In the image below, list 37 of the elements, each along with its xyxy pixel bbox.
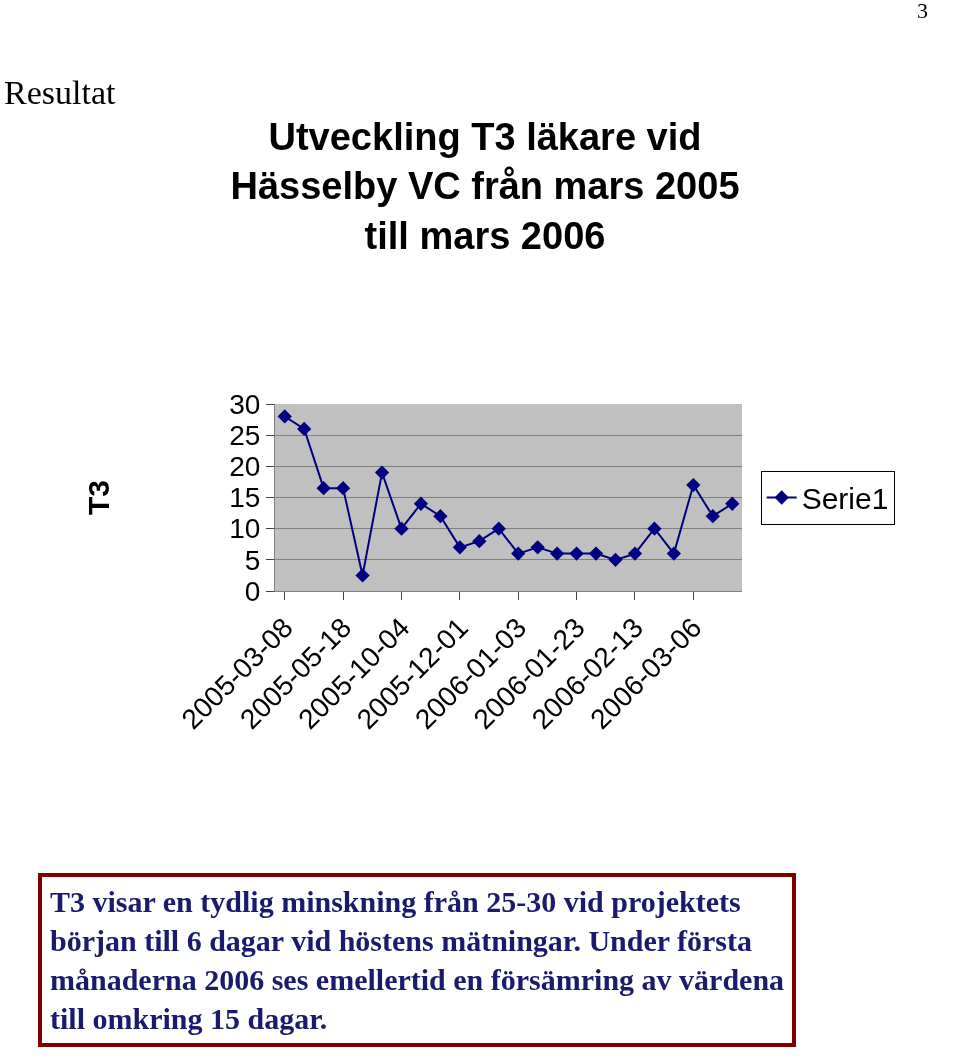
point — [472, 533, 487, 549]
legend-label: Serie1 — [801, 482, 889, 516]
y-tick-label: 20 — [229, 451, 261, 483]
y-tick-label: 15 — [229, 482, 261, 514]
point — [550, 546, 565, 561]
point — [413, 496, 429, 511]
point — [491, 521, 506, 536]
point — [627, 546, 643, 561]
y-tick-label: 30 — [229, 388, 261, 420]
y-tick-label: 25 — [229, 419, 261, 451]
text: 3 — [917, 0, 928, 23]
y-tick-label: 0 — [244, 575, 261, 607]
y-axis-title: T3 — [82, 479, 116, 516]
point — [374, 465, 390, 480]
point — [297, 421, 312, 437]
point — [705, 509, 720, 524]
point — [394, 521, 409, 536]
point — [511, 546, 526, 561]
point — [277, 409, 292, 424]
point — [335, 481, 351, 496]
point — [588, 546, 604, 561]
point — [316, 481, 331, 496]
point — [452, 540, 467, 555]
y-tick-label: 5 — [244, 544, 261, 576]
point — [355, 568, 370, 583]
text: T3 visar en tydlig minskning från 25-30 vid projektets början till 6 dagar vid höstens mätningar. Under första månaderna 2006 ses emellertid en försämring av värdena till omkring 15 dagar. — [50, 885, 785, 1035]
point — [569, 546, 584, 561]
point — [433, 509, 448, 524]
point — [530, 540, 545, 555]
point — [725, 496, 740, 511]
point — [608, 552, 623, 567]
point — [666, 546, 682, 561]
point — [647, 521, 662, 536]
chart-title: Utveckling T3 läkare vid Hässelby VC från mars 2005 till mars 2006 — [230, 116, 740, 257]
point — [686, 477, 701, 493]
text: Resultat — [4, 74, 116, 111]
y-tick-label: 10 — [229, 513, 261, 545]
